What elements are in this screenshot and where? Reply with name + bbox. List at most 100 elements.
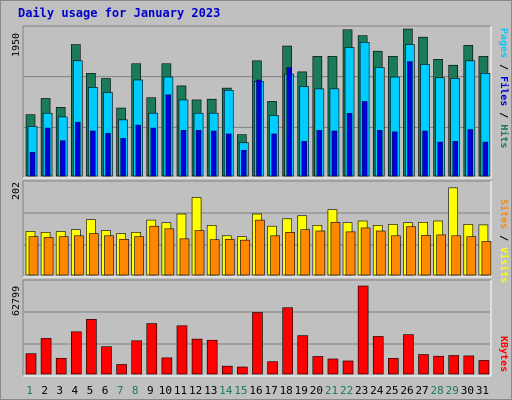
sites-bar: [315, 230, 326, 276]
day-label: 14: [219, 384, 233, 397]
kbytes-bar: [252, 312, 263, 375]
sites-bar: [421, 235, 431, 276]
day-label: 11: [174, 384, 187, 397]
kbytes-bar: [161, 357, 173, 375]
day-label: 1: [26, 384, 33, 397]
kbytes-bar: [40, 338, 52, 375]
pages-bar: [407, 61, 413, 177]
pages-bar: [437, 141, 443, 177]
kbytes-bar: [221, 365, 233, 375]
kbytes-bar: [327, 358, 339, 375]
sites-bar: [451, 235, 462, 276]
day-label: 23: [355, 384, 368, 397]
pages-bar: [165, 94, 172, 177]
kbytes-bar: [146, 323, 158, 375]
kbytes-bar: [101, 346, 112, 375]
pages-bar: [331, 130, 338, 177]
pages-bar: [361, 101, 368, 177]
pages-bar: [286, 67, 292, 177]
kbytes-bar: [403, 334, 414, 375]
day-label: 31: [476, 384, 489, 397]
sites-bar: [481, 241, 492, 276]
kbytes-bar: [55, 358, 67, 375]
day-label: 20: [310, 384, 323, 397]
pages-bar: [392, 131, 398, 177]
pages-bar: [210, 130, 217, 177]
kbytes-bar: [448, 355, 460, 375]
kbytes-bar: [267, 361, 278, 375]
pages-bar: [452, 141, 458, 177]
kbytes-bar: [342, 360, 354, 375]
day-label: 5: [87, 384, 94, 397]
day-label: 7: [117, 384, 124, 397]
sites-bar: [240, 239, 250, 276]
day-label: 15: [234, 384, 247, 397]
pages-bar: [195, 130, 202, 177]
pages-bar: [226, 133, 232, 177]
day-label: 12: [189, 384, 202, 397]
pages-bar: [59, 140, 66, 177]
day-label: 18: [280, 384, 293, 397]
kbytes-bar: [191, 338, 203, 375]
kbytes-bar: [418, 354, 429, 375]
day-label: 10: [159, 384, 172, 397]
kbytes-bar: [206, 339, 218, 375]
day-label: 17: [264, 384, 277, 397]
kbytes-bar: [357, 285, 369, 375]
sites-bar: [255, 219, 265, 276]
pages-bar: [301, 141, 307, 177]
chart-title: Daily usage for January 2023: [18, 6, 221, 20]
day-label: 9: [147, 384, 154, 397]
sites-bar: [360, 227, 371, 276]
day-label: 13: [204, 384, 217, 397]
pages-bar: [271, 133, 277, 177]
pages-bar: [90, 130, 96, 177]
sites-bar: [149, 225, 160, 276]
pages-bar: [241, 149, 247, 177]
kbytes-bar: [433, 355, 444, 375]
kbytes-bar: [312, 356, 324, 375]
pages-bar: [346, 113, 353, 177]
kbytes-bar: [70, 331, 82, 375]
sites-bar: [73, 235, 84, 276]
sites-bar: [28, 236, 39, 276]
day-label: 8: [132, 384, 139, 397]
sites-bar: [43, 237, 54, 276]
kbytes-bar: [25, 353, 37, 375]
kbytes-bar: [131, 340, 142, 375]
day-label: 6: [102, 384, 109, 397]
day-label: 4: [72, 384, 79, 397]
sites-bar: [466, 236, 477, 276]
kbytes-bar: [463, 355, 475, 375]
pages-bar: [29, 152, 36, 177]
kbytes-bar: [237, 366, 248, 375]
kbytes-bar: [282, 307, 293, 375]
sites-bar: [179, 238, 190, 276]
pages-bar: [482, 141, 489, 177]
sites-bar: [345, 231, 356, 276]
kbytes-bar: [372, 336, 384, 375]
kbytes-bar: [116, 364, 127, 375]
pages-bar: [135, 124, 141, 177]
sites-bar: [391, 235, 401, 276]
day-label: 27: [415, 384, 428, 397]
pages-bar: [256, 79, 262, 177]
day-label: 21: [325, 384, 338, 397]
sites-bar: [194, 230, 205, 276]
sites-bar: [134, 236, 144, 276]
day-label: 22: [340, 384, 353, 397]
sites-bar: [270, 235, 280, 276]
day-label: 16: [249, 384, 262, 397]
day-label: 3: [56, 384, 63, 397]
pages-bar: [180, 130, 187, 177]
sites-bar: [285, 232, 295, 276]
day-label: 2: [41, 384, 48, 397]
kbytes-bar: [388, 358, 399, 375]
pages-bar: [120, 138, 126, 177]
pages-bar: [150, 127, 156, 177]
pages-bar: [75, 121, 81, 177]
sites-bar: [119, 238, 129, 276]
sites-bar: [224, 238, 235, 276]
day-label: 29: [446, 384, 459, 397]
